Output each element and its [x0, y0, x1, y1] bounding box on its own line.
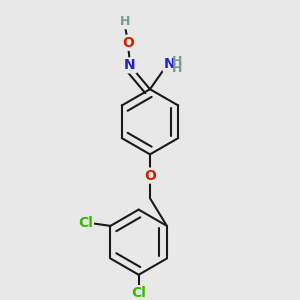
Text: H: H [172, 55, 182, 68]
Text: H: H [120, 15, 130, 28]
Text: Cl: Cl [131, 286, 146, 300]
Text: O: O [144, 169, 156, 183]
Text: O: O [122, 36, 134, 50]
Text: N: N [164, 57, 175, 71]
Text: N: N [124, 58, 136, 72]
Text: H: H [172, 62, 182, 75]
Text: Cl: Cl [78, 216, 93, 230]
